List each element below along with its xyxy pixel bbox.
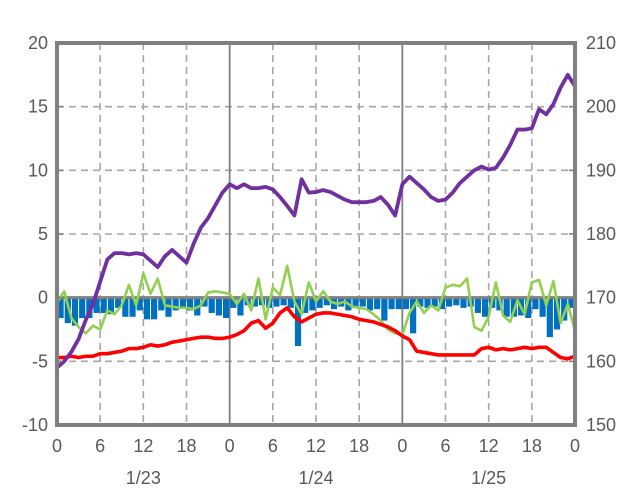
bar (230, 297, 237, 308)
bar (352, 297, 359, 308)
x-axis-tick-label: 12 (479, 436, 499, 456)
date-label: 1/24 (298, 468, 333, 488)
x-axis-tick-label: 0 (52, 436, 62, 456)
bar (503, 297, 510, 317)
bar (395, 297, 402, 310)
bar (201, 297, 208, 307)
bar (237, 297, 244, 316)
bar (215, 297, 222, 316)
bar (402, 297, 410, 310)
left-axis-tick-label: 15 (28, 97, 48, 117)
right-axis-tick-label: 180 (586, 224, 616, 244)
x-axis-tick-label: 6 (268, 436, 278, 456)
bar (273, 297, 280, 307)
bar (64, 297, 71, 324)
bar (453, 297, 460, 306)
left-axis-tick-label: 10 (28, 160, 48, 180)
bar (302, 297, 309, 313)
bar (79, 297, 86, 319)
x-axis-tick-label: 0 (570, 436, 580, 456)
bar (100, 297, 107, 313)
bar (446, 297, 453, 307)
x-axis-tick-label: 0 (225, 436, 235, 456)
bar (158, 297, 165, 311)
bar (359, 297, 366, 307)
bar (532, 297, 539, 310)
green-line-series (55, 264, 577, 336)
bar (151, 297, 158, 320)
bar (208, 297, 215, 313)
x-axis-tick-label: 12 (133, 436, 153, 456)
x-axis-tick-label: 0 (397, 436, 407, 456)
left-axis-tick-label: 0 (38, 288, 48, 308)
bar (143, 297, 151, 320)
right-axis-tick-label: 150 (586, 415, 616, 435)
date-label: 1/25 (471, 468, 506, 488)
bar (323, 297, 330, 306)
bar (187, 297, 194, 311)
bar (388, 297, 395, 310)
bar (366, 297, 374, 311)
right-axis-tick-label: 170 (586, 288, 616, 308)
right-axis-tick-label: 210 (586, 33, 616, 53)
date-label: 1/23 (126, 468, 161, 488)
積雪-series (55, 72, 577, 370)
bar (381, 297, 388, 321)
x-axis-tick-label: 18 (349, 436, 369, 456)
right-axis-tick-label: 160 (586, 351, 616, 371)
bar (57, 297, 64, 319)
bar (71, 297, 79, 326)
bar (561, 297, 568, 321)
bar (553, 297, 561, 330)
bar (546, 297, 553, 338)
bar (474, 297, 481, 313)
left-axis-tick-label: -10 (22, 415, 48, 435)
bar (481, 297, 489, 317)
bar (179, 297, 186, 307)
bar (460, 297, 467, 308)
bar (568, 297, 575, 308)
bar (539, 297, 546, 317)
bar (525, 297, 532, 319)
bar (136, 297, 143, 311)
x-axis-tick-label: 18 (176, 436, 196, 456)
bar (438, 297, 445, 310)
bar (374, 297, 381, 310)
bar (294, 297, 302, 347)
x-axis-tick-label: 12 (306, 436, 326, 456)
right-axis-tick-label: 200 (586, 97, 616, 117)
bar (122, 297, 129, 317)
bar (410, 297, 417, 334)
left-axis-tick-label: -5 (32, 351, 48, 371)
bar (309, 297, 316, 311)
bar (172, 297, 179, 311)
x-axis-tick-label: 6 (440, 436, 450, 456)
right-axis-tick-label: 190 (586, 160, 616, 180)
bar (129, 297, 136, 317)
bar (424, 297, 431, 308)
bar (431, 297, 438, 307)
left-axis-tick-label: 20 (28, 33, 48, 53)
red-line-series (55, 306, 577, 361)
bar (316, 297, 323, 308)
bar (222, 297, 230, 319)
bar (107, 297, 115, 315)
bar (93, 297, 100, 313)
x-axis-tick-label: 18 (522, 436, 542, 456)
bar (280, 297, 287, 306)
bar (115, 297, 122, 308)
x-axis-tick-label: 6 (95, 436, 105, 456)
bar (251, 297, 258, 307)
left-axis-tick-label: 5 (38, 224, 48, 244)
bar (287, 297, 294, 308)
bar (417, 297, 424, 307)
